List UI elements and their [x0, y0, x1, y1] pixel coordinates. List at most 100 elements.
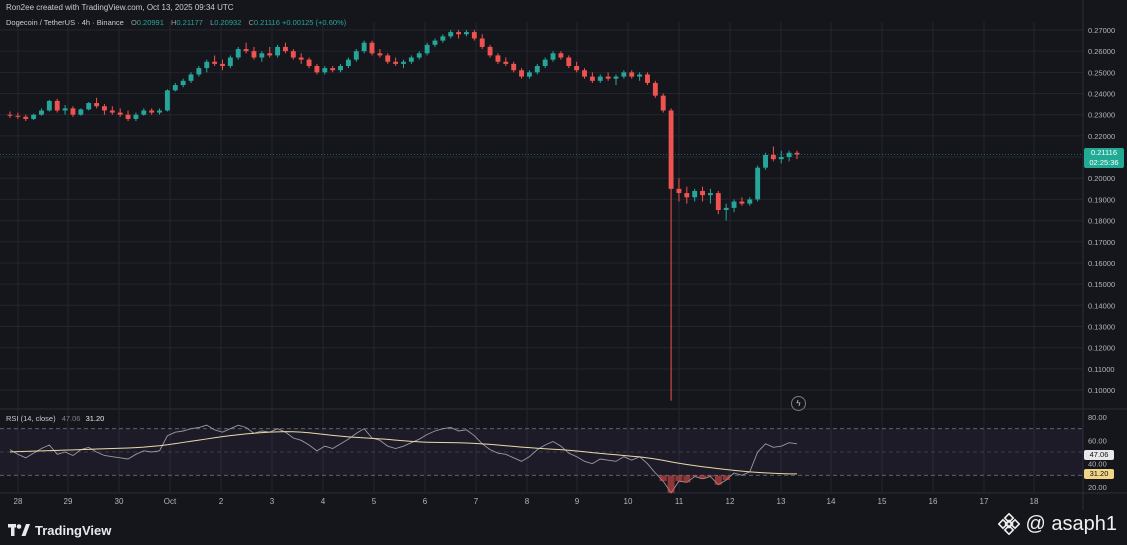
candle-body — [707, 193, 713, 196]
candle-body — [479, 38, 485, 47]
time-tick-label: 5 — [372, 497, 377, 506]
candle-body — [267, 53, 273, 56]
rsi-tick-label: 60.00 — [1088, 436, 1107, 445]
tradingview-logo-icon — [8, 524, 30, 536]
time-tick-label: 3 — [270, 497, 275, 506]
time-tick-label: 16 — [929, 497, 938, 506]
price-tick-label: 0.12000 — [1088, 344, 1115, 353]
symbol-name[interactable]: Dogecoin / TetherUS · 4h · Binance — [6, 18, 124, 27]
rsi-ma-value: 47.06 — [61, 414, 81, 423]
candle-body — [314, 66, 320, 73]
candle-body — [574, 66, 580, 71]
rsi-axis: 80.00 60.00 40.00 20.00 — [1088, 413, 1107, 492]
candle-body — [511, 63, 517, 71]
candle-body — [566, 57, 572, 66]
candle-body — [62, 108, 68, 111]
low-label: L — [210, 18, 215, 27]
candle-body — [235, 49, 241, 58]
candle-body — [676, 188, 682, 194]
time-tick-label: Oct — [164, 497, 177, 506]
price-tick-label: 0.17000 — [1088, 238, 1115, 247]
candle-body — [102, 106, 107, 111]
price-tick-label: 0.20000 — [1088, 174, 1115, 183]
candle-body — [401, 61, 406, 64]
candle-body — [526, 72, 532, 77]
candle-body — [54, 100, 60, 111]
price-tick-label: 0.19000 — [1088, 195, 1115, 204]
candle-body — [456, 32, 462, 35]
candle-body — [70, 108, 76, 115]
bar-countdown: 02:25:36 — [1089, 157, 1119, 167]
candle-body — [353, 51, 359, 60]
high-value: 0.21177 — [176, 18, 203, 27]
tradingview-brand[interactable]: TradingView — [8, 521, 111, 539]
candle-body — [621, 72, 627, 77]
price-tick-label: 0.24000 — [1088, 90, 1115, 99]
candle-body — [306, 59, 312, 66]
candle-body — [495, 55, 501, 62]
candle-body — [605, 76, 611, 79]
time-tick-label: 10 — [624, 497, 633, 506]
time-tick-label: 7 — [474, 497, 479, 506]
candle-body — [448, 32, 454, 37]
candle-body — [180, 80, 186, 86]
candle-body — [385, 55, 391, 62]
candle-body — [133, 114, 139, 119]
candle-body — [259, 53, 265, 58]
low-value: 0.20932 — [214, 18, 242, 27]
last-price-value: 0.21116 — [1091, 148, 1117, 157]
price-grid — [0, 0, 1127, 510]
candle-body — [164, 90, 170, 111]
candle-body — [542, 59, 548, 66]
close-label: C — [248, 18, 254, 27]
rsi-label[interactable]: RSI (14, close) — [6, 414, 56, 423]
candle-body — [739, 201, 745, 204]
rsi-ma-line — [9, 431, 798, 475]
candle-body — [550, 53, 556, 60]
candle-body — [227, 57, 233, 66]
candlestick-series — [0, 30, 1083, 401]
candle-body — [440, 36, 446, 41]
time-tick-label: 4 — [321, 497, 326, 506]
candle-body — [582, 70, 587, 77]
candle-body — [338, 66, 343, 71]
candle-body — [86, 103, 92, 110]
candle-body — [416, 53, 422, 58]
candle-body — [283, 46, 288, 52]
lightning-icon[interactable]: ϟ — [791, 396, 806, 411]
time-tick-label: 11 — [675, 497, 684, 506]
brand-name: TradingView — [35, 522, 112, 538]
candle-body — [464, 32, 469, 35]
candle-body — [141, 110, 147, 115]
candle-body — [613, 76, 619, 79]
time-tick-label: 2 — [219, 497, 224, 506]
last-price-tag: 0.21116 02:25:36 — [1084, 148, 1124, 168]
watermark-handle: @ asaph1 — [1025, 512, 1117, 535]
candle-body — [684, 193, 690, 198]
candle-body — [15, 115, 21, 117]
watermark: @ asaph1 — [997, 510, 1117, 538]
candle-body — [46, 100, 52, 111]
candle-body — [723, 207, 729, 210]
price-tick-label: 0.16000 — [1088, 259, 1115, 268]
candle-body — [377, 53, 383, 56]
time-axis: 28 29 30 Oct 2 3 4 5 6 7 8 9 10 11 12 13 14 15 16 17 18 — [14, 497, 1039, 506]
time-tick-label: 15 — [878, 497, 887, 506]
time-tick-label: 17 — [980, 497, 989, 506]
candle-body — [361, 42, 367, 52]
candle-body — [196, 68, 202, 75]
time-tick-label: 13 — [777, 497, 786, 506]
rsi-tick-label: 20.00 — [1088, 483, 1107, 492]
candle-body — [149, 110, 155, 113]
candle-body — [652, 82, 658, 96]
time-tick-label: 28 — [14, 497, 23, 506]
candle-body — [747, 199, 753, 204]
high-label: H — [171, 18, 177, 27]
candle-body — [212, 61, 218, 64]
candle-body — [794, 152, 800, 155]
candle-body — [763, 154, 768, 168]
candle-body — [78, 109, 84, 115]
candle-body — [39, 110, 44, 115]
candle-body — [251, 51, 257, 58]
